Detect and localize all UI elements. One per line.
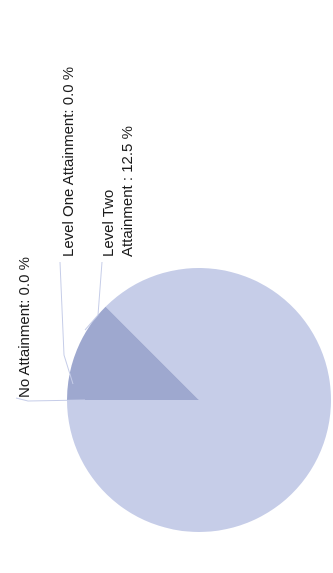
leader-lines — [15, 261, 103, 402]
pie-slice-remaining — [67, 267, 331, 532]
label-no-attainment: No Attainment: 0.0 % — [16, 257, 33, 398]
label-level-two-line1: Level Two — [100, 190, 117, 257]
label-level-two-line2: Attainment : 12.5 % — [119, 126, 136, 257]
leader-line-level-two — [84, 261, 103, 331]
pie-slice-level-two-attainment — [67, 306, 199, 400]
leader-line-no-attainment — [15, 397, 86, 402]
leader-line-level-one — [59, 261, 74, 385]
labels: No Attainment: 0.0 % Level One Attainmen… — [16, 67, 136, 398]
label-level-one: Level One Attainment: 0.0 % — [60, 67, 77, 257]
pie-slices — [67, 267, 331, 532]
